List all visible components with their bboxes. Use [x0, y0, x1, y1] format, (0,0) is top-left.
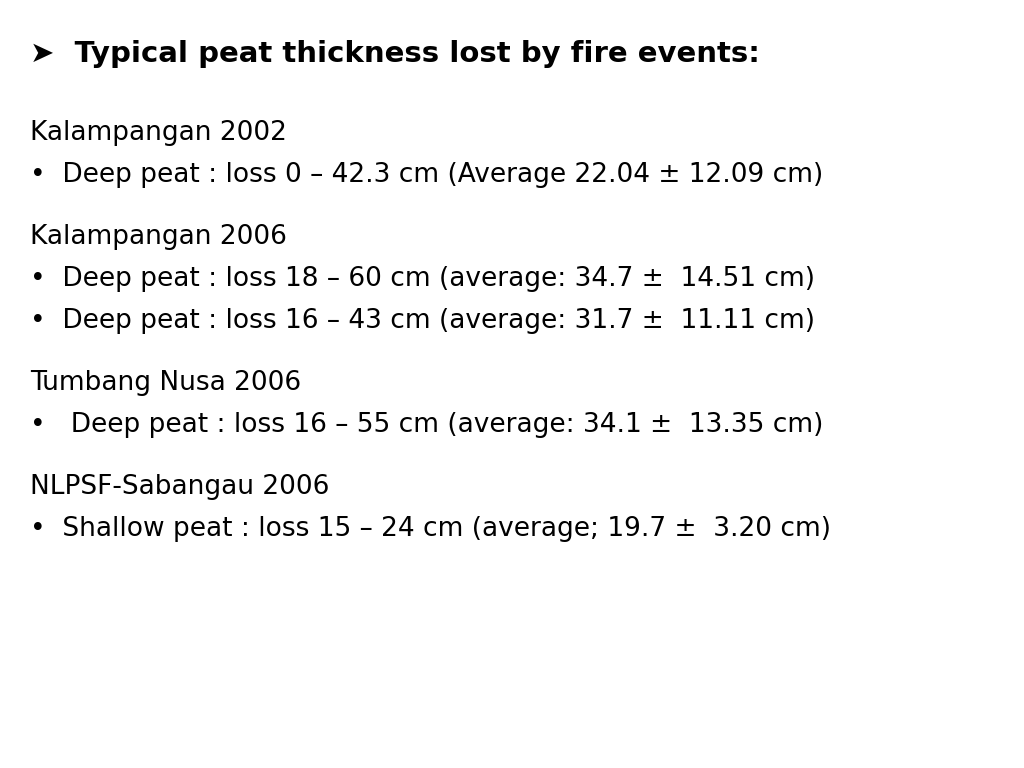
Text: Kalampangan 2006: Kalampangan 2006 — [30, 224, 287, 250]
Text: ➤  Typical peat thickness lost by fire events:: ➤ Typical peat thickness lost by fire ev… — [30, 40, 760, 68]
Text: Tumbang Nusa 2006: Tumbang Nusa 2006 — [30, 370, 301, 396]
Text: •   Deep peat : loss 16 – 55 cm (average: 34.1 ±  13.35 cm): • Deep peat : loss 16 – 55 cm (average: … — [30, 412, 823, 438]
Text: •  Deep peat : loss 18 – 60 cm (average: 34.7 ±  14.51 cm): • Deep peat : loss 18 – 60 cm (average: … — [30, 266, 815, 292]
Text: •  Deep peat : loss 0 – 42.3 cm (Average 22.04 ± 12.09 cm): • Deep peat : loss 0 – 42.3 cm (Average … — [30, 162, 823, 188]
Text: Kalampangan 2002: Kalampangan 2002 — [30, 120, 287, 146]
Text: NLPSF-Sabangau 2006: NLPSF-Sabangau 2006 — [30, 474, 330, 500]
Text: •  Shallow peat : loss 15 – 24 cm (average; 19.7 ±  3.20 cm): • Shallow peat : loss 15 – 24 cm (averag… — [30, 516, 831, 542]
Text: •  Deep peat : loss 16 – 43 cm (average: 31.7 ±  11.11 cm): • Deep peat : loss 16 – 43 cm (average: … — [30, 308, 815, 334]
